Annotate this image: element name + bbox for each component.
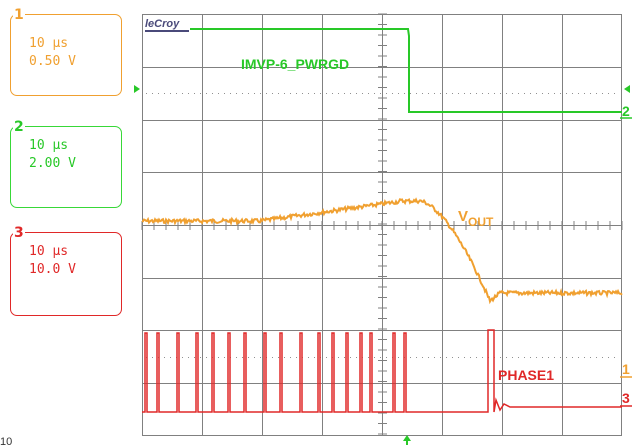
trace-ch2-pwrgd	[190, 28, 622, 113]
vout-label-sub: OUT	[468, 215, 494, 229]
channel-1-scale: 0.50 V	[29, 54, 76, 69]
scope-reference-dots	[146, 93, 620, 358]
pwrgd-label: IMVP-6_PWRGD	[241, 56, 349, 72]
ch1-ground-marker: 1	[622, 361, 630, 377]
vout-label-main: V	[458, 208, 468, 225]
channel-3-scale: 10.0 V	[29, 262, 76, 277]
channel-2-timebase: 10 µs	[29, 138, 69, 153]
channel-1-number: 1	[13, 7, 25, 23]
channel-3-timebase: 10 µs	[29, 244, 69, 259]
channel-1-timebase: 10 µs	[29, 36, 69, 51]
trace-ch1-vout	[141, 197, 623, 305]
trigger-position-arrow[interactable]	[403, 435, 411, 445]
ch2-level-arrow-left[interactable]	[134, 85, 140, 93]
phase1-label: PHASE1	[498, 367, 554, 383]
bottom-left-label: 10	[0, 436, 12, 445]
channel-3-box[interactable]: 3 10 µs 10.0 V	[10, 226, 122, 316]
channel-1-box[interactable]: 1 10 µs 0.50 V	[10, 8, 122, 96]
scope-center-ticks	[141, 13, 623, 435]
channel-2-number: 2	[13, 119, 25, 135]
channel-3-number: 3	[13, 225, 25, 241]
channel-2-scale: 2.00 V	[29, 156, 76, 171]
ch2-ground-marker: 2	[622, 103, 630, 119]
vout-label: VOUT	[458, 208, 494, 229]
channel-2-box[interactable]: 2 10 µs 2.00 V	[10, 120, 122, 208]
trace-ch3-phase1	[142, 329, 622, 413]
ch3-ground-marker: 3	[622, 390, 630, 406]
ch2-level-arrow-right[interactable]	[624, 85, 630, 93]
lecroy-logo: leCroy	[145, 18, 180, 30]
